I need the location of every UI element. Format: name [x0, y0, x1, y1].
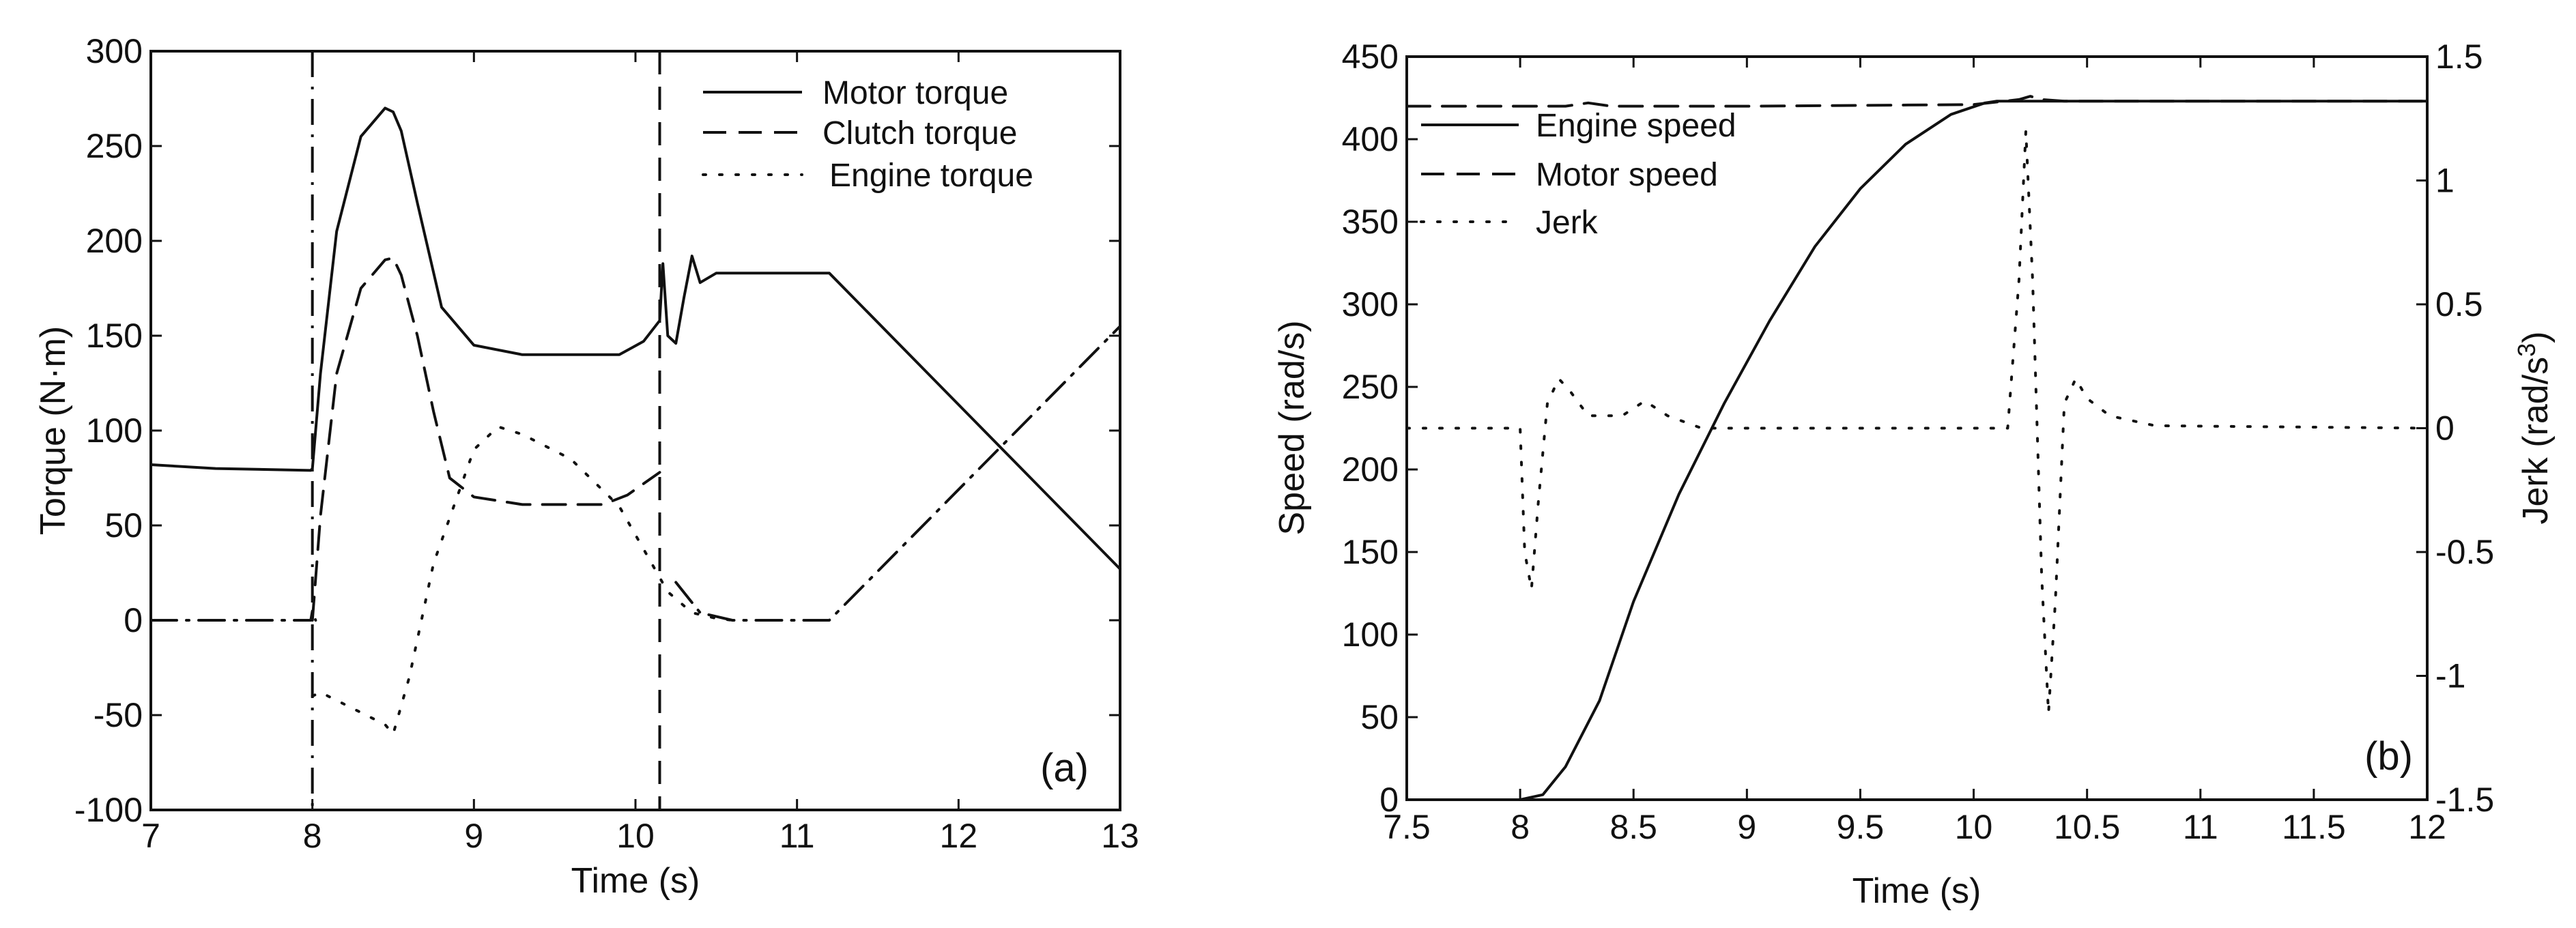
a-y-tick-label: 200	[86, 222, 143, 260]
a-y-tick-label: 250	[86, 127, 143, 165]
b-legend-label-motor: Motor speed	[1536, 157, 1718, 193]
a-y-tick-label: -100	[74, 791, 143, 829]
a-y-tick-label: -50	[94, 696, 143, 734]
a-series-clutch-torque	[311, 257, 661, 622]
a-panel-tag: (a)	[1040, 746, 1089, 790]
b-legend-label-engine: Engine speed	[1536, 108, 1736, 144]
a-series-motor-torque	[149, 106, 1121, 570]
b-y2-tick-label: -1	[2435, 657, 2465, 695]
a-x-tick-label: 10	[616, 817, 655, 855]
b-x-tick-label: 7.5	[1383, 808, 1431, 846]
b-legend: Engine speed Motor speed Jerk	[1420, 108, 1736, 241]
b-x-tick-label: 10.5	[2054, 808, 2120, 846]
b-x-tick-label: 9.5	[1837, 808, 1885, 846]
panel-a: 7 8 9 10 11 12 13 -100 -50 0 50 100 150 200 250 300 Tim…	[33, 32, 1139, 901]
a-series	[149, 106, 1121, 736]
b-y-tick-label: 50	[1360, 698, 1399, 736]
a-x-tick-label: 9	[464, 817, 483, 855]
a-legend-label-motor: Motor torque	[822, 75, 1008, 111]
b-y-tick-label: 250	[1342, 368, 1399, 406]
a-x-tick-label: 13	[1101, 817, 1139, 855]
b-x-axis-label: Time (s)	[1852, 871, 1981, 911]
a-y-tick-label: 300	[86, 32, 143, 70]
a-y-axis-label: Torque (N·m)	[33, 326, 73, 535]
b-y2-label-close: )	[2516, 332, 2556, 343]
a-legend-label-engine: Engine torque	[829, 158, 1033, 194]
b-x-tick-label: 11.5	[2282, 808, 2346, 846]
a-x-tick-label: 11	[779, 817, 815, 855]
a-y-tick-label: 100	[86, 411, 143, 450]
b-y-tick-label: 350	[1342, 203, 1399, 241]
a-y-tick-label: 0	[124, 601, 143, 639]
b-y2-tick-label: 1.5	[2435, 38, 2483, 76]
b-y-tick-label: 200	[1342, 450, 1399, 489]
a-x-tick-label: 8	[303, 817, 322, 855]
b-y-tick-label: 450	[1342, 38, 1399, 76]
b-y2-tick-label: 1	[2435, 162, 2455, 200]
b-y-tick-label: 300	[1342, 285, 1399, 323]
a-ticks: 7 8 9 10 11 12 13 -100 -50 0 50 100 150 200 250 300	[74, 32, 1139, 855]
panel-b: 7.5 8 8.5 9 9.5 10 10.5 11 11.5 12050100150200250…	[1272, 38, 2556, 911]
b-y2-tick-label: -0.5	[2435, 533, 2494, 571]
b-y2-label-sup: 3	[2513, 343, 2541, 357]
b-y2-tick-label: 0.5	[2435, 285, 2483, 323]
b-y2-label-main: Jerk (rad/s	[2516, 357, 2556, 525]
b-y2-tick-label: 0	[2435, 409, 2455, 448]
b-series-jerk	[1405, 129, 2429, 714]
b-x-tick-label: 10	[1955, 808, 1993, 846]
a-series-engine-clutch-dash-dot	[149, 325, 1121, 622]
b-x-tick-label: 9	[1737, 808, 1756, 846]
a-series-engine-torque	[311, 425, 734, 736]
a-x-tick-label: 7	[141, 817, 160, 855]
b-series-engine-speed	[1405, 100, 2429, 801]
b-x-tick-label: 12	[2408, 808, 2446, 846]
a-vertical-markers	[311, 51, 661, 810]
b-y-tick-label: 0	[1379, 781, 1399, 819]
b-y-tick-label: 400	[1342, 120, 1399, 158]
b-y-tick-label: 150	[1342, 533, 1399, 571]
b-series-motor-speed	[1405, 95, 2429, 108]
b-x-tick-label: 11	[2183, 808, 2218, 846]
a-x-tick-label: 12	[940, 817, 978, 855]
a-y-tick-label: 150	[86, 317, 143, 355]
b-y2-axis-label: Jerk (rad/s3)	[2513, 332, 2556, 525]
a-legend-label-clutch: Clutch torque	[822, 115, 1018, 151]
b-legend-label-jerk: Jerk	[1536, 205, 1599, 241]
b-series	[1405, 95, 2429, 801]
a-x-axis-label: Time (s)	[571, 861, 700, 901]
a-y-tick-label: 50	[104, 506, 143, 545]
b-panel-tag: (b)	[2364, 734, 2413, 779]
b-x-tick-label: 8	[1511, 808, 1530, 846]
b-ticks: 7.5 8 8.5 9 9.5 10 10.5 11 11.5 12050100150200250…	[1342, 38, 2495, 846]
b-x-tick-label: 8.5	[1609, 808, 1657, 846]
b-y-tick-label: 100	[1342, 615, 1399, 654]
b-y-axis-label: Speed (rad/s)	[1272, 320, 1312, 535]
b-y2-tick-label: -1.5	[2435, 781, 2494, 819]
a-legend: Motor torque Clutch torque Engine torque	[702, 75, 1033, 194]
